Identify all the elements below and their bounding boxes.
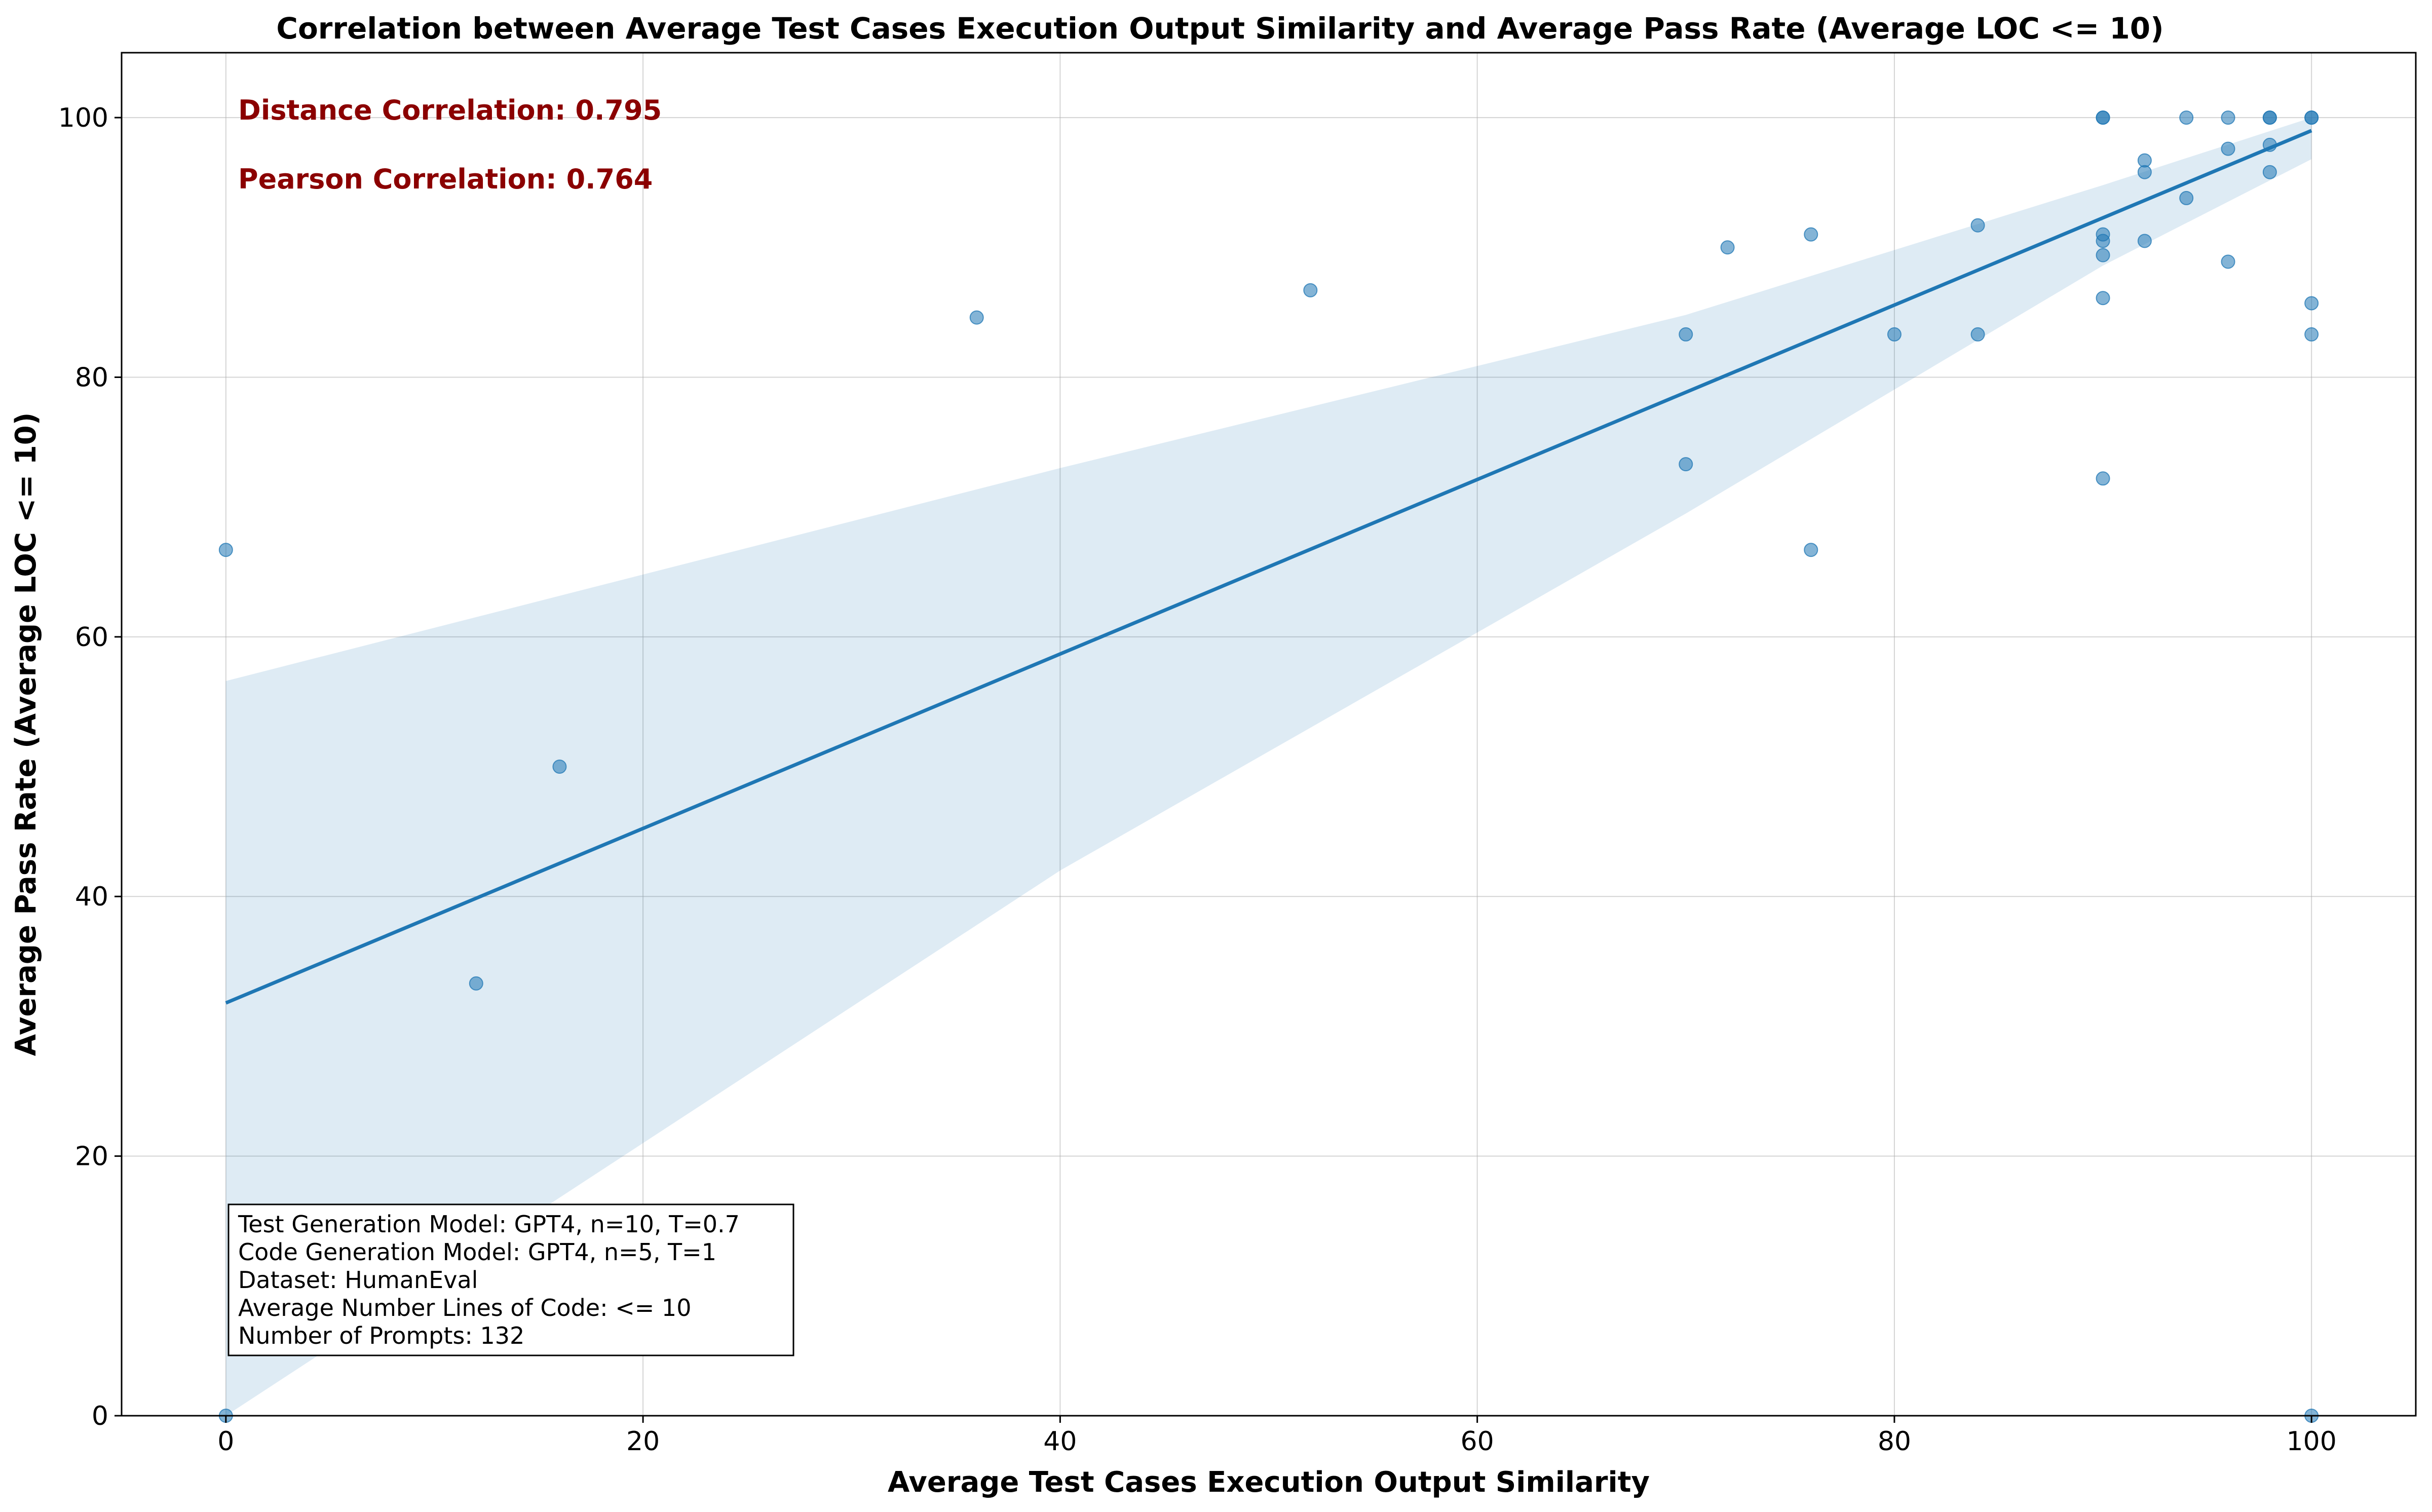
data-point: [2262, 165, 2277, 179]
data-point: [2304, 296, 2319, 311]
data-point: [2096, 234, 2110, 248]
x-tick-label: 100: [2287, 1426, 2337, 1457]
info-test-model: Test Generation Model: GPT4, n=10, T=0.7: [238, 1211, 740, 1238]
data-point: [2221, 254, 2235, 269]
data-point: [1804, 543, 1818, 557]
distance-correlation-label: Distance Correlation: 0.795: [238, 94, 662, 126]
x-tick-label: 20: [626, 1426, 660, 1457]
y-tick-label: 100: [58, 103, 108, 133]
data-point: [2304, 110, 2319, 125]
info-dataset: Dataset: HumanEval: [238, 1266, 478, 1294]
data-point: [1679, 457, 1693, 472]
y-axis-label: Average Pass Rate (Average LOC <= 10): [10, 412, 43, 1056]
data-point: [2179, 110, 2194, 125]
y-tick-label: 40: [75, 882, 108, 912]
data-point: [2221, 110, 2235, 125]
confidence-band: [225, 118, 2312, 1416]
data-point: [2096, 291, 2110, 306]
x-tick-label: 40: [1043, 1426, 1077, 1457]
info-box: Test Generation Model: GPT4, n=10, T=0.7…: [227, 1203, 794, 1356]
y-tick-label: 60: [75, 622, 108, 653]
x-tick-label: 60: [1461, 1426, 1494, 1457]
info-code-model: Code Generation Model: GPT4, n=5, T=1: [238, 1238, 716, 1266]
data-point: [2137, 234, 2152, 248]
data-point: [2179, 191, 2194, 205]
x-axis-label: Average Test Cases Execution Output Simi…: [888, 1466, 1650, 1499]
data-point: [2304, 327, 2319, 342]
data-point: [2096, 471, 2110, 486]
data-point: [1679, 327, 1693, 342]
data-point: [1970, 218, 1985, 233]
data-point: [552, 760, 567, 774]
data-point: [1804, 227, 1818, 242]
y-tick-label: 20: [75, 1142, 108, 1172]
data-point: [1887, 327, 1902, 342]
chart-title: Correlation between Average Test Cases E…: [276, 11, 2163, 46]
data-points: [218, 110, 2319, 1423]
x-tick-label: 0: [217, 1426, 234, 1457]
data-point: [2096, 248, 2110, 262]
y-axis: 0 20 40 60 80 100: [58, 103, 122, 1431]
regression-line-group: [225, 129, 2312, 1005]
data-point: [2096, 110, 2110, 125]
data-point: [1303, 283, 1318, 297]
plot-frame: [121, 52, 2417, 1417]
data-point: [218, 543, 233, 557]
y-tick-label: 80: [75, 362, 108, 393]
data-point: [1720, 240, 1735, 255]
data-point: [2262, 110, 2277, 125]
pearson-correlation-label: Pearson Correlation: 0.764: [238, 163, 653, 195]
x-tick-label: 80: [1878, 1426, 1911, 1457]
x-axis: 0 20 40 60 80 100: [217, 1416, 2337, 1457]
confidence-band-area: [225, 118, 2312, 1416]
info-loc: Average Number Lines of Code: <= 10: [238, 1294, 691, 1321]
data-point: [1970, 327, 1985, 342]
data-point: [969, 310, 984, 325]
info-prompts: Number of Prompts: 132: [238, 1322, 524, 1349]
data-point: [2221, 141, 2235, 156]
data-point: [469, 976, 483, 991]
info-box-frame: [227, 1203, 794, 1356]
regression-line: [225, 129, 2312, 1005]
y-tick-label: 0: [92, 1401, 108, 1431]
data-point: [2137, 165, 2152, 179]
